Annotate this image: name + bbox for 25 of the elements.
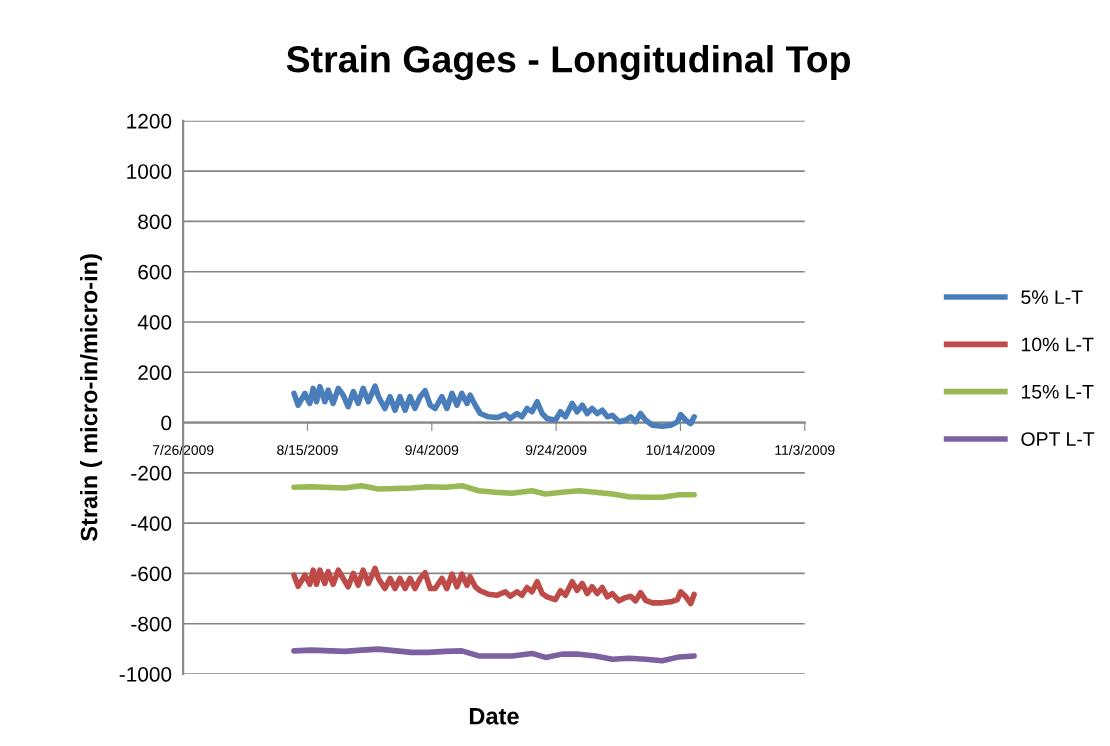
- x-tick-label: 11/3/2009: [775, 444, 835, 455]
- y-tick-label: -400: [131, 516, 172, 531]
- y-tick-label: 1000: [127, 164, 172, 179]
- legend-label: OPT L-T: [1021, 432, 1095, 446]
- y-tick-label: 400: [137, 315, 172, 330]
- legend-label: 15% L-T: [1021, 384, 1094, 399]
- x-tick-label: 9/24/2009: [525, 444, 587, 455]
- legend-label: 5% L-T: [1021, 290, 1083, 305]
- legend-label: 10% L-T: [1021, 337, 1094, 352]
- y-tick-label: -1000: [119, 667, 172, 682]
- y-tick-label: 0: [161, 415, 172, 431]
- chart-title: Strain Gages - Longitudinal Top: [286, 45, 851, 81]
- y-tick-label: -200: [131, 465, 172, 481]
- x-tick-label: 7/26/2009: [152, 444, 214, 455]
- y-tick-label: -800: [131, 616, 172, 632]
- y-tick-label: 200: [138, 365, 172, 381]
- y-axis-title: Strain ( micro-in/micro-in): [80, 254, 103, 542]
- x-tick-label: 9/4/2009: [405, 444, 459, 455]
- x-axis-title: Date: [469, 708, 519, 725]
- x-tick-label: 8/15/2009: [277, 444, 338, 455]
- y-tick-label: 1200: [127, 113, 172, 129]
- y-tick-label: 600: [138, 264, 172, 280]
- x-tick-label: 10/14/2009: [646, 444, 715, 455]
- y-tick-label: -600: [131, 566, 172, 582]
- y-tick-label: 800: [138, 214, 172, 230]
